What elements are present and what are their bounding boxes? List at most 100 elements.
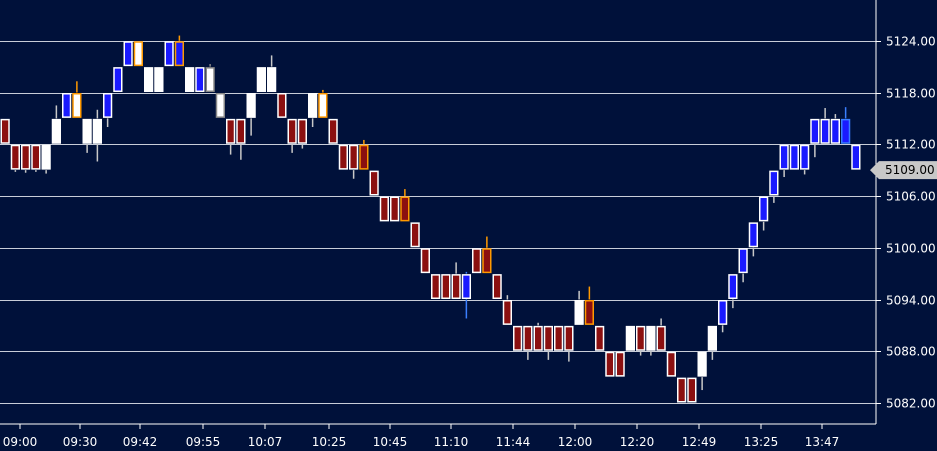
brick-body [237, 120, 244, 143]
brick-body [770, 172, 777, 194]
brick-body [350, 146, 357, 169]
brick-body [668, 353, 675, 376]
renko-brick [400, 189, 410, 222]
brick-body [104, 94, 111, 117]
brick-body [463, 275, 470, 298]
renko-brick [349, 144, 359, 179]
renko-brick [154, 67, 164, 92]
renko-brick [554, 325, 564, 351]
renko-brick [410, 222, 420, 248]
y-tick-label: 5118.00 [886, 87, 936, 101]
renko-brick [841, 107, 851, 144]
last-price-badge: 5109.00 [870, 161, 937, 180]
brick-body [432, 275, 439, 298]
brick-body [340, 146, 347, 169]
brick-body [84, 120, 91, 143]
renko-brick [728, 274, 738, 309]
brick-body [135, 42, 142, 65]
brick-body [186, 68, 193, 91]
brick-body [442, 275, 449, 298]
brick-body [248, 94, 255, 117]
x-tick-label: 09:30 [63, 435, 98, 449]
renko-brick [328, 118, 338, 144]
brick-body [217, 94, 224, 117]
renko-brick [646, 325, 656, 356]
renko-brick [718, 300, 728, 333]
brick-body [196, 68, 203, 91]
brick-body [309, 94, 316, 117]
renko-brick [256, 67, 266, 92]
renko-brick [779, 144, 789, 178]
brick-body [32, 146, 39, 169]
brick-body [299, 120, 306, 143]
brick-body [627, 327, 634, 350]
renko-brick [820, 108, 830, 144]
brick-body [371, 172, 378, 194]
brick-body [555, 327, 562, 350]
last-price-badge-shape [870, 161, 937, 180]
renko-brick [226, 118, 236, 155]
brick-body [391, 198, 398, 220]
brick-body [606, 353, 613, 376]
renko-brick [769, 170, 779, 203]
renko-brick [502, 295, 512, 325]
renko-brick [195, 67, 205, 92]
brick-body [114, 68, 121, 91]
last-price-label: 5109.00 [885, 163, 935, 177]
brick-body [842, 120, 849, 143]
brick-body [381, 198, 388, 220]
renko-brick [513, 325, 523, 351]
renko-brick [810, 118, 820, 158]
renko-brick [21, 144, 31, 173]
renko-brick [492, 274, 502, 299]
brick-body [637, 327, 644, 350]
renko-brick [800, 144, 810, 175]
brick-body [176, 42, 183, 65]
brick-body [319, 94, 326, 117]
brick-body [2, 120, 9, 143]
renko-brick [523, 325, 533, 360]
x-tick-label: 10:07 [248, 435, 283, 449]
brick-body [278, 94, 285, 117]
y-tick-label: 5088.00 [886, 345, 936, 359]
brick-body [494, 275, 501, 298]
renko-brick [390, 196, 400, 222]
renko-brick [420, 248, 430, 274]
brick-body [12, 146, 19, 169]
renko-brick [359, 139, 369, 170]
renko-brick [133, 41, 143, 67]
renko-brick [205, 64, 215, 92]
x-tick-label: 09:42 [123, 435, 158, 449]
brick-body [852, 146, 859, 169]
x-tick-label: 12:49 [682, 435, 717, 449]
brick-body [750, 223, 757, 246]
brick-body [811, 120, 818, 143]
renko-brick [92, 109, 102, 162]
brick-body [125, 42, 132, 65]
brick-body [658, 327, 665, 350]
x-tick-label: 11:44 [496, 435, 531, 449]
brick-body [453, 275, 460, 298]
brick-body [227, 120, 234, 143]
renko-brick [625, 325, 635, 351]
brick-body [576, 301, 583, 324]
renko-brick [318, 89, 328, 118]
brick-body [145, 68, 152, 91]
renko-brick [369, 170, 379, 196]
renko-brick [103, 93, 113, 127]
brick-body [258, 68, 265, 91]
bricks-layer [0, 35, 861, 403]
renko-brick [687, 377, 697, 403]
brick-body [412, 223, 419, 246]
y-tick-label: 5124.00 [886, 35, 936, 49]
renko-brick [72, 81, 82, 118]
x-tick-label: 09:55 [186, 435, 221, 449]
renko-brick [215, 93, 225, 118]
renko-brick [574, 290, 584, 325]
renko-brick [246, 93, 256, 136]
brick-body [524, 327, 531, 350]
brick-body [535, 327, 542, 350]
renko-brick [144, 67, 154, 92]
brick-body [801, 146, 808, 169]
